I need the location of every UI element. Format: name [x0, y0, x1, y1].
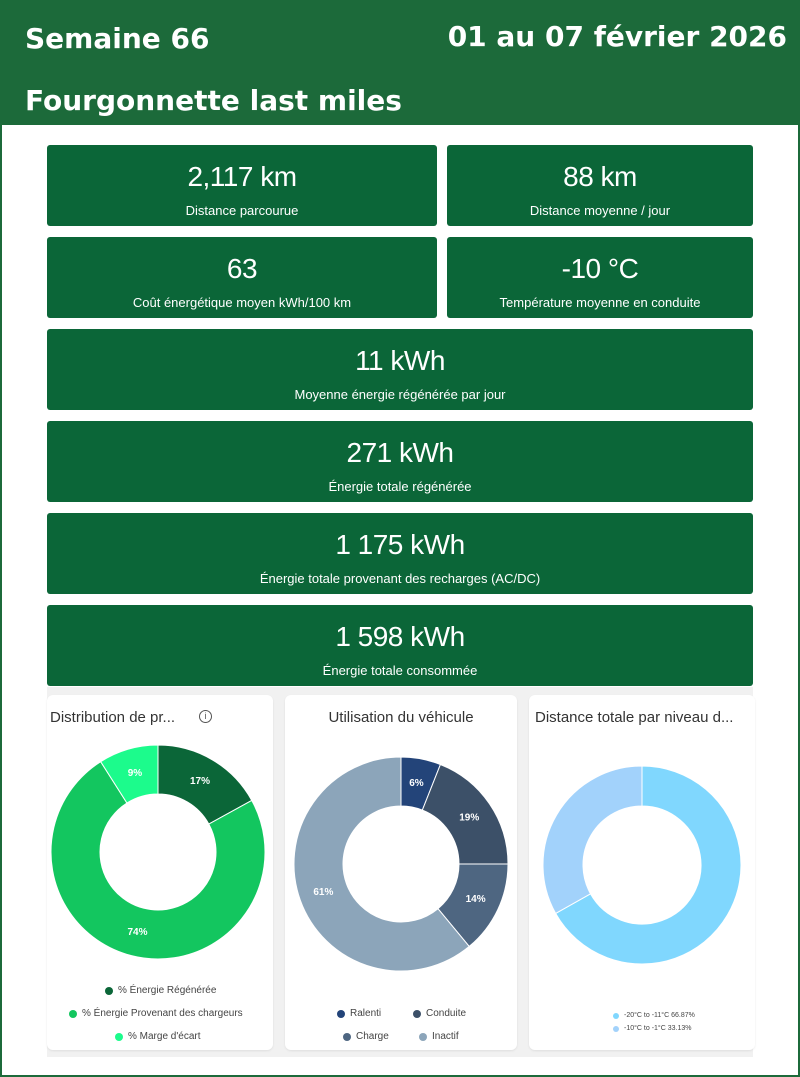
slice-label: 14%	[466, 894, 486, 905]
kpi-value: -10 °C	[561, 253, 639, 284]
legend-swatch	[115, 1032, 123, 1041]
slice-label: 74%	[127, 927, 147, 938]
donut-slice[interactable]	[293, 756, 470, 972]
dashboard: 2,117 km Distance parcourue 88 km Distance …	[2, 125, 798, 1075]
legend-label: Conduite	[426, 1008, 467, 1019]
kpi-label: Coût énergétique moyen kWh/100 km	[132, 295, 352, 310]
kpi-label: Énergie totale consommée	[322, 663, 478, 678]
legend-label: Ralenti	[350, 1008, 382, 1019]
legend-item[interactable]: Ralenti	[337, 1008, 381, 1019]
kpi-card: 88 km Distance moyenne / jour	[447, 145, 753, 226]
chart-panel-temperature: Distance totale par niveau d... -20°C to…	[529, 695, 755, 1050]
slice-label: 17%	[190, 776, 210, 787]
kpi-value: 1 175 kWh	[335, 529, 465, 560]
charts-area: Distribution de pr... i 17% 74% 9% % Énergi…	[47, 687, 755, 1057]
chart-title: Distance totale par niveau d...	[535, 709, 734, 726]
kpi-card: 271 kWh Énergie totale régénérée	[47, 421, 753, 502]
legend-item[interactable]: -20°C to -11°C 66.87%	[613, 1012, 695, 1019]
legend-swatch	[69, 1009, 77, 1018]
legend-item[interactable]: Charge	[343, 1031, 389, 1042]
legend-swatch	[337, 1009, 345, 1018]
legend-item[interactable]: Inactif	[419, 1031, 459, 1042]
kpi-label: Distance parcourue	[185, 203, 299, 218]
legend-label: % Marge d'écart	[128, 1031, 201, 1042]
donut-slice[interactable]	[542, 765, 643, 915]
week-title: Semaine 66	[25, 22, 210, 55]
kpi-label: Moyenne énergie régénérée par jour	[294, 387, 506, 402]
kpi-card: 11 kWh Moyenne énergie régénérée par jour	[47, 329, 753, 410]
legend-label: Charge	[356, 1031, 389, 1042]
kpi-value: 88 km	[563, 161, 637, 192]
kpi-card: 1 598 kWh Énergie totale consommée	[47, 605, 753, 686]
info-icon[interactable]: i	[199, 710, 212, 723]
chart-title: Distribution de pr...	[50, 709, 176, 726]
kpi-label: Énergie totale provenant des recharges (…	[259, 571, 541, 586]
legend-label: Inactif	[432, 1031, 459, 1042]
donut-chart: 6% 19% 14% 61%	[293, 756, 509, 972]
donut-slice[interactable]	[554, 765, 742, 965]
legend-label: -20°C to -11°C 66.87%	[624, 1012, 695, 1019]
donut-chart	[542, 765, 742, 965]
kpi-value: 11 kWh	[355, 345, 445, 376]
kpi-value: 2,117 km	[187, 161, 297, 192]
legend-swatch	[613, 1012, 619, 1019]
kpi-card: 1 175 kWh Énergie totale provenant des re…	[47, 513, 753, 594]
legend-swatch	[419, 1032, 427, 1041]
kpi-card: 63 Coût énergétique moyen kWh/100 km	[47, 237, 437, 318]
kpi-card: 2,117 km Distance parcourue	[47, 145, 437, 226]
kpi-label: Énergie totale régénérée	[328, 479, 472, 494]
chart-title: Utilisation du véhicule	[328, 709, 474, 726]
kpi-label: Distance moyenne / jour	[529, 203, 671, 218]
kpi-value: 1 598 kWh	[335, 621, 465, 652]
kpi-card: -10 °C Température moyenne en conduite	[447, 237, 753, 318]
donut-slice[interactable]	[50, 760, 266, 960]
legend-item[interactable]: Conduite	[413, 1008, 466, 1019]
slice-label: 6%	[409, 778, 424, 789]
slice-label: 19%	[459, 813, 479, 824]
legend-label: % Énergie Régénérée	[118, 985, 217, 996]
kpi-label: Température moyenne en conduite	[499, 295, 701, 310]
legend-swatch	[343, 1032, 351, 1041]
date-range: 01 au 07 février 2026	[447, 20, 787, 53]
chart-panel-energy: Distribution de pr... i 17% 74% 9% % Énergi…	[47, 695, 273, 1050]
legend-item[interactable]: % Marge d'écart	[115, 1031, 201, 1042]
legend-item[interactable]: % Énergie Régénérée	[105, 985, 216, 996]
kpi-value: 63	[226, 253, 258, 284]
slice-label: 61%	[313, 887, 333, 898]
legend-label: % Énergie Provenant des chargeurs	[82, 1008, 243, 1019]
legend-swatch	[105, 986, 113, 995]
legend-item[interactable]: -10°C to -1°C 33.13%	[613, 1025, 691, 1032]
slice-label: 9%	[128, 768, 143, 779]
donut-chart: 17% 74% 9%	[50, 744, 266, 960]
legend-swatch	[413, 1009, 421, 1018]
chart-panel-usage: Utilisation du véhicule 6% 19% 14% 61% Ralen…	[285, 695, 517, 1050]
donut-slice[interactable]	[99, 744, 159, 804]
kpi-value: 271 kWh	[346, 437, 455, 468]
legend-label: -10°C to -1°C 33.13%	[624, 1025, 692, 1032]
legend-swatch	[613, 1025, 619, 1032]
vehicle-title: Fourgonnette last miles	[25, 84, 402, 117]
legend-item[interactable]: % Énergie Provenant des chargeurs	[69, 1008, 243, 1019]
